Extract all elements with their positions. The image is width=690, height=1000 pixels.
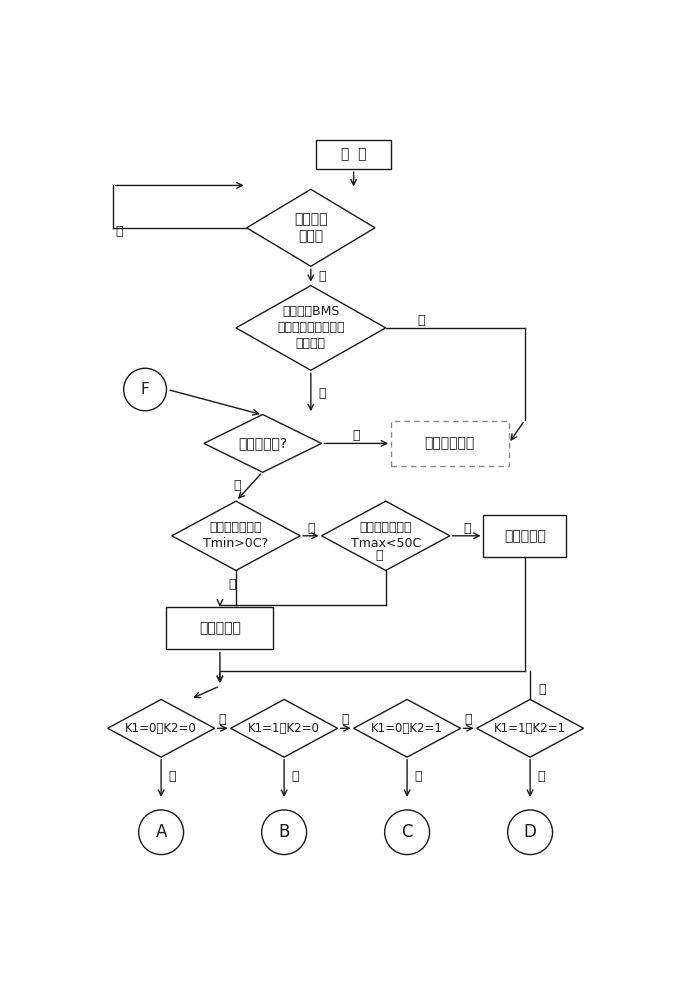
- FancyBboxPatch shape: [166, 607, 273, 649]
- Text: C: C: [402, 823, 413, 841]
- Text: K1=0且K2=1: K1=0且K2=1: [371, 722, 443, 735]
- Text: 否: 否: [228, 578, 235, 591]
- Text: 否: 否: [342, 713, 349, 726]
- Text: 充电线是
否接入: 充电线是 否接入: [294, 212, 328, 243]
- Ellipse shape: [262, 810, 306, 855]
- Ellipse shape: [384, 810, 430, 855]
- Ellipse shape: [139, 810, 184, 855]
- Polygon shape: [172, 501, 300, 570]
- Text: 电池包最低温度
Tmin>0C?: 电池包最低温度 Tmin>0C?: [204, 521, 268, 550]
- Text: 关闭充电机: 关闭充电机: [199, 621, 241, 635]
- Text: K1=1且K2=1: K1=1且K2=1: [494, 722, 566, 735]
- Polygon shape: [353, 699, 461, 757]
- Text: 充电机与BMS
通讯正常且各零部件
自检正常: 充电机与BMS 通讯正常且各零部件 自检正常: [277, 305, 344, 350]
- Text: 是: 是: [307, 522, 315, 535]
- Text: 否: 否: [219, 713, 226, 726]
- Text: 是: 是: [319, 387, 326, 400]
- Text: 否: 否: [116, 225, 123, 238]
- FancyBboxPatch shape: [391, 421, 509, 466]
- FancyBboxPatch shape: [316, 140, 391, 169]
- Text: 否: 否: [538, 683, 546, 696]
- Text: 是: 是: [319, 270, 326, 283]
- Polygon shape: [108, 699, 215, 757]
- Text: A: A: [155, 823, 167, 841]
- FancyBboxPatch shape: [483, 515, 566, 557]
- Text: D: D: [524, 823, 537, 841]
- Text: K1=1且K2=0: K1=1且K2=0: [248, 722, 320, 735]
- Text: 否: 否: [465, 713, 473, 726]
- Polygon shape: [204, 415, 322, 472]
- Text: 否: 否: [418, 314, 425, 327]
- Text: 否: 否: [234, 479, 242, 492]
- Text: 是: 是: [291, 770, 299, 783]
- Text: 是: 是: [353, 429, 360, 442]
- Polygon shape: [477, 699, 584, 757]
- Text: 电池组最高温度
Tmax<50C: 电池组最高温度 Tmax<50C: [351, 521, 421, 550]
- Polygon shape: [230, 699, 337, 757]
- Ellipse shape: [124, 368, 166, 411]
- Text: B: B: [279, 823, 290, 841]
- Polygon shape: [322, 501, 450, 570]
- Polygon shape: [247, 189, 375, 266]
- Text: 开  始: 开 始: [341, 148, 366, 162]
- Text: 是: 是: [168, 770, 175, 783]
- Text: 否: 否: [375, 549, 383, 562]
- Text: 故障处理模式: 故障处理模式: [425, 436, 475, 450]
- Text: 打开充电机: 打开充电机: [504, 529, 546, 543]
- Text: 是否有故障?: 是否有故障?: [238, 436, 287, 450]
- Ellipse shape: [508, 810, 553, 855]
- Text: 是: 是: [464, 522, 471, 535]
- Polygon shape: [236, 286, 386, 370]
- Text: 是: 是: [414, 770, 422, 783]
- Text: 是: 是: [537, 770, 544, 783]
- Text: K1=0且K2=0: K1=0且K2=0: [126, 722, 197, 735]
- Text: F: F: [141, 382, 150, 397]
